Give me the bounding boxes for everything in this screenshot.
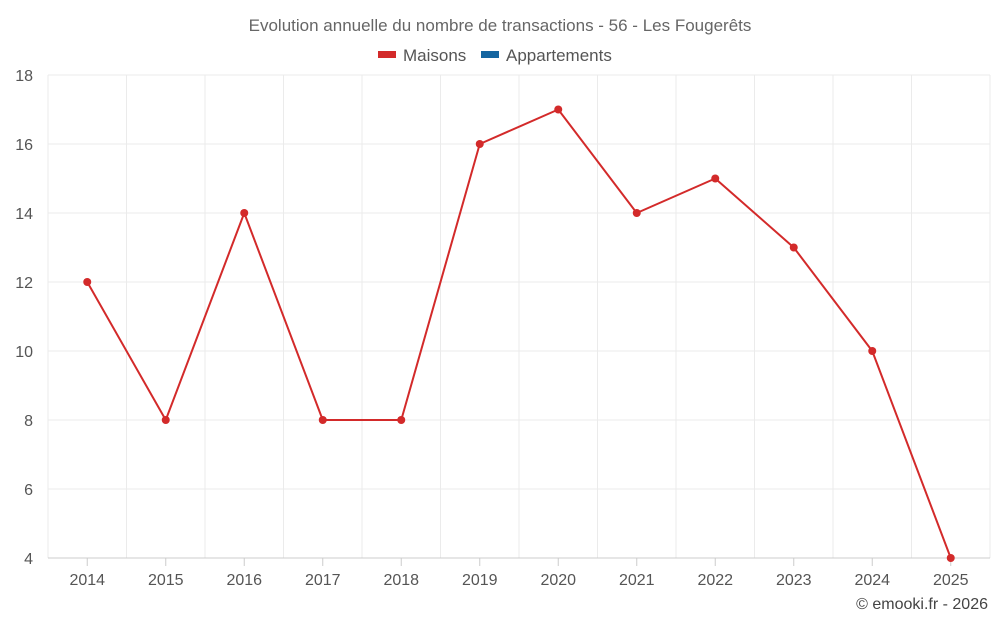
x-tick-label: 2023	[776, 572, 812, 589]
x-tick-label: 2020	[540, 572, 576, 589]
x-tick-label: 2014	[69, 572, 105, 589]
data-point-maisons-2018[interactable]	[397, 416, 406, 424]
axes: 4 6 8 10 12 14 16 18 2014 2015 2016 2017 2018 2019 202…	[15, 68, 990, 589]
y-tick-label: 8	[24, 413, 33, 430]
data-point-maisons-2019[interactable]	[475, 140, 484, 148]
y-tick-label: 12	[15, 275, 33, 292]
legend: Maisons Appartements	[378, 46, 612, 65]
x-tick-label: 2016	[226, 572, 262, 589]
data-point-maisons-2021[interactable]	[632, 209, 641, 217]
x-tick-label: 2021	[619, 572, 655, 589]
data-point-maisons-2020[interactable]	[554, 105, 563, 114]
data-point-maisons-2016[interactable]	[240, 209, 249, 217]
x-tick-label: 2019	[462, 572, 498, 589]
y-tick-label: 4	[24, 551, 33, 568]
legend-swatch-appartements	[481, 51, 499, 58]
y-tick-label: 6	[24, 482, 33, 499]
x-tick-label: 2022	[697, 572, 733, 589]
legend-item-appartements[interactable]: Appartements	[481, 46, 612, 65]
grid	[47, 74, 991, 558]
y-tick-label: 10	[15, 344, 33, 361]
x-tick-label: 2018	[383, 572, 419, 589]
data-point-maisons-2015[interactable]	[161, 416, 170, 424]
legend-item-maisons[interactable]: Maisons	[378, 46, 466, 65]
data-point-maisons-2014[interactable]	[83, 278, 92, 286]
chart-title: Evolution annuelle du nombre de transact…	[249, 16, 752, 35]
x-tick-label: 2025	[933, 572, 969, 589]
y-tick-label: 14	[15, 206, 33, 223]
data-point-maisons-2017[interactable]	[318, 416, 327, 424]
legend-label-maisons: Maisons	[403, 46, 466, 65]
data-point-maisons-2024[interactable]	[868, 347, 877, 355]
legend-swatch-maisons	[378, 51, 396, 58]
legend-label-appartements: Appartements	[506, 46, 612, 65]
series-line-maisons	[86, 108, 952, 559]
data-point-maisons-2025[interactable]	[946, 554, 955, 562]
y-tick-label: 18	[15, 68, 33, 85]
x-tick-label: 2015	[148, 572, 184, 589]
y-tick-label: 16	[15, 137, 33, 154]
series-maisons	[83, 105, 955, 562]
data-point-maisons-2022[interactable]	[711, 174, 720, 183]
x-tick-label: 2024	[854, 572, 890, 589]
credit: © emooki.fr - 2026	[856, 596, 988, 613]
data-point-maisons-2023[interactable]	[789, 243, 798, 252]
x-tick-label: 2017	[305, 572, 341, 589]
